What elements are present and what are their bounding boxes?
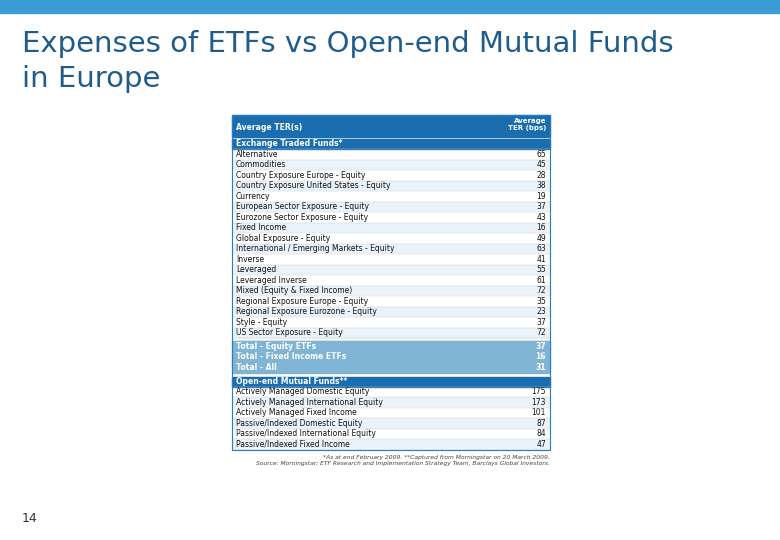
Text: Style - Equity: Style - Equity [236, 318, 287, 327]
Text: 16: 16 [537, 223, 546, 232]
Text: 43: 43 [537, 213, 546, 222]
Text: 173: 173 [531, 398, 546, 407]
Text: 14: 14 [22, 512, 37, 525]
Text: Open-end Mutual Funds**: Open-end Mutual Funds** [236, 377, 347, 386]
Text: Global Exposure - Equity: Global Exposure - Equity [236, 234, 330, 243]
Text: Currency: Currency [236, 192, 271, 201]
Bar [232, 115, 550, 137]
Bar [232, 222, 550, 233]
Bar [232, 352, 550, 362]
Text: Eurozone Sector Exposure - Equity: Eurozone Sector Exposure - Equity [236, 213, 368, 222]
Text: Alternative: Alternative [236, 150, 278, 159]
Text: Actively Managed Domestic Equity: Actively Managed Domestic Equity [236, 387, 370, 396]
Text: European Sector Exposure - Equity: European Sector Exposure - Equity [236, 202, 369, 211]
Text: Fixed Income: Fixed Income [236, 223, 286, 232]
Text: US Sector Exposure - Equity: US Sector Exposure - Equity [236, 328, 342, 338]
Text: Commodities: Commodities [236, 160, 286, 169]
Text: 55: 55 [537, 265, 546, 274]
Text: Country Exposure Europe - Equity: Country Exposure Europe - Equity [236, 171, 365, 180]
Text: Regional Exposure Europe - Equity: Regional Exposure Europe - Equity [236, 297, 368, 306]
Bar [232, 439, 550, 449]
Bar [232, 387, 550, 397]
Text: 63: 63 [537, 244, 546, 253]
Bar [232, 307, 550, 317]
Text: Average
TER (bps): Average TER (bps) [508, 118, 546, 131]
Text: International / Emerging Markets - Equity: International / Emerging Markets - Equit… [236, 244, 395, 253]
Bar [232, 362, 550, 373]
Bar [232, 139, 550, 149]
Text: 87: 87 [537, 418, 546, 428]
Bar [232, 191, 550, 201]
Text: 72: 72 [537, 286, 546, 295]
Text: Total - All: Total - All [236, 363, 277, 372]
Text: Source: Morningstar; ETF Research and Implementation Strategy Team, Barclays Glo: Source: Morningstar; ETF Research and Im… [257, 462, 550, 467]
Bar [232, 233, 550, 244]
Text: *As at end February 2009. **Captured from Morningstar on 20 March 2009.: *As at end February 2009. **Captured fro… [323, 455, 550, 460]
Text: 175: 175 [531, 387, 546, 396]
Text: 49: 49 [537, 234, 546, 243]
Text: Mixed (Equity & Fixed Income): Mixed (Equity & Fixed Income) [236, 286, 353, 295]
Text: 37: 37 [537, 318, 546, 327]
Text: 65: 65 [537, 150, 546, 159]
Text: 19: 19 [537, 192, 546, 201]
Text: Passive/Indexed Fixed Income: Passive/Indexed Fixed Income [236, 440, 349, 449]
Bar [232, 244, 550, 254]
Bar [232, 376, 550, 387]
Text: 84: 84 [537, 429, 546, 438]
Bar [232, 265, 550, 275]
Text: 61: 61 [537, 276, 546, 285]
Bar [232, 159, 550, 170]
Text: Total - Fixed Income ETFs: Total - Fixed Income ETFs [236, 352, 346, 361]
Text: Expenses of ETFs vs Open-end Mutual Funds
in Europe: Expenses of ETFs vs Open-end Mutual Fund… [22, 30, 674, 92]
Text: 41: 41 [537, 255, 546, 264]
Text: Exchange Traded Funds*: Exchange Traded Funds* [236, 139, 342, 148]
Text: 101: 101 [532, 408, 546, 417]
Text: Country Exposure United States - Equity: Country Exposure United States - Equity [236, 181, 391, 190]
Text: 28: 28 [537, 171, 546, 180]
Text: Average TER(s): Average TER(s) [236, 123, 303, 132]
Bar [232, 418, 550, 429]
Text: Passive/Indexed International Equity: Passive/Indexed International Equity [236, 429, 376, 438]
Bar [232, 254, 550, 265]
Bar [232, 201, 550, 212]
Text: Leveraged: Leveraged [236, 265, 276, 274]
Bar [232, 286, 550, 296]
Bar [232, 317, 550, 327]
Text: 31: 31 [536, 363, 546, 372]
Bar [232, 170, 550, 180]
Text: 23: 23 [537, 307, 546, 316]
Text: 35: 35 [537, 297, 546, 306]
Bar [232, 408, 550, 418]
Text: 37: 37 [537, 202, 546, 211]
Text: Actively Managed Fixed Income: Actively Managed Fixed Income [236, 408, 356, 417]
Text: Leveraged Inverse: Leveraged Inverse [236, 276, 307, 285]
Bar [232, 212, 550, 222]
Text: 47: 47 [537, 440, 546, 449]
Text: Total - Equity ETFs: Total - Equity ETFs [236, 342, 316, 351]
Text: 16: 16 [536, 352, 546, 361]
Text: Passive/Indexed Domestic Equity: Passive/Indexed Domestic Equity [236, 418, 363, 428]
Text: Actively Managed International Equity: Actively Managed International Equity [236, 398, 383, 407]
Text: 45: 45 [537, 160, 546, 169]
Bar [232, 429, 550, 439]
Text: Inverse: Inverse [236, 255, 264, 264]
Bar [232, 149, 550, 159]
Text: Regional Exposure Eurozone - Equity: Regional Exposure Eurozone - Equity [236, 307, 377, 316]
Bar [232, 341, 550, 352]
Bar [232, 327, 550, 338]
Bar [0, 0, 780, 13]
Bar [232, 296, 550, 307]
Bar [232, 397, 550, 408]
Bar [232, 275, 550, 286]
Bar [232, 180, 550, 191]
Text: 72: 72 [537, 328, 546, 338]
Text: 38: 38 [537, 181, 546, 190]
Bar [232, 115, 550, 449]
Text: 37: 37 [535, 342, 546, 351]
